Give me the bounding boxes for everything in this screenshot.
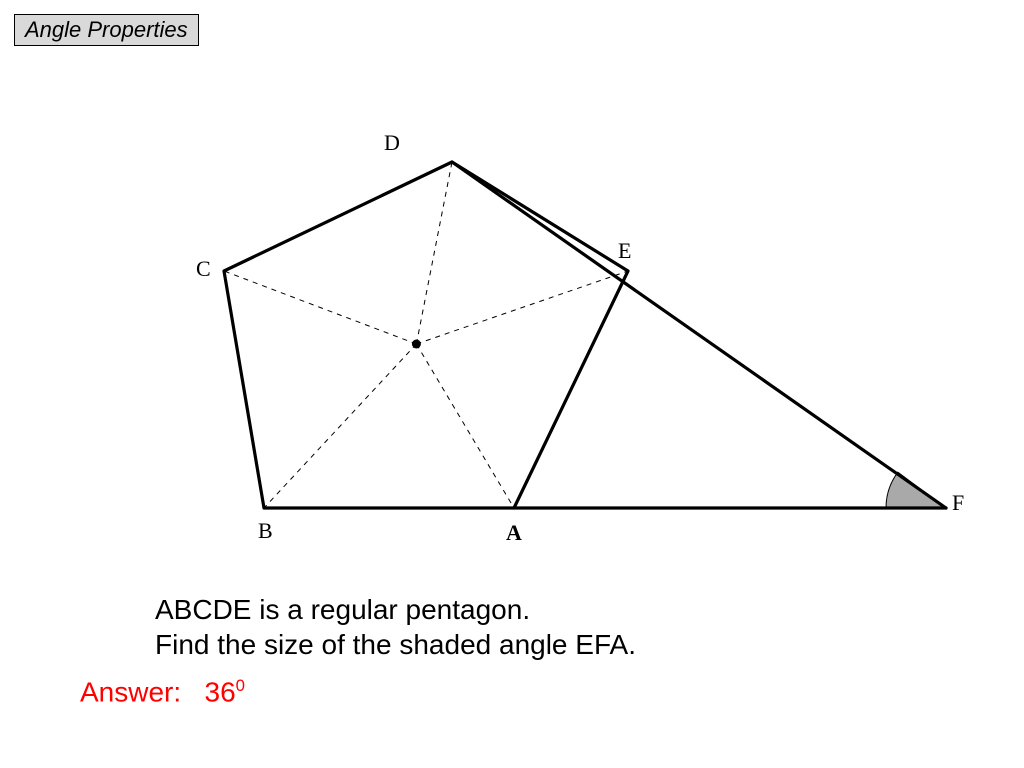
problem-line-1: ABCDE is a regular pentagon. — [155, 592, 636, 627]
problem-line-2: Find the size of the shaded angle EFA. — [155, 627, 636, 662]
label-B: B — [258, 518, 273, 543]
problem-text: ABCDE is a regular pentagon. Find the si… — [155, 592, 636, 662]
spoke — [416, 344, 514, 508]
label-E: E — [618, 238, 631, 263]
label-F: F — [952, 490, 964, 515]
answer-exp: 0 — [236, 676, 245, 695]
center-dot — [412, 340, 421, 349]
spoke — [264, 344, 416, 508]
answer-label: Answer: — [80, 676, 181, 707]
label-D: D — [384, 130, 400, 155]
label-C: C — [196, 256, 211, 281]
spoke — [224, 271, 416, 344]
spoke — [416, 271, 628, 344]
answer-value: 36 — [205, 676, 236, 707]
line-DF — [452, 162, 946, 508]
spoke — [416, 162, 452, 344]
answer-block: Answer: 360 — [80, 676, 245, 708]
label-A: A — [506, 520, 522, 545]
pentagon — [224, 162, 628, 508]
